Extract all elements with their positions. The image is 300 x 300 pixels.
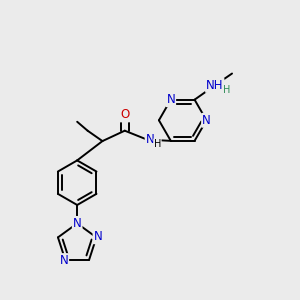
- Text: H: H: [223, 85, 230, 95]
- Text: O: O: [120, 108, 129, 122]
- Text: N: N: [59, 254, 68, 267]
- Text: N: N: [202, 114, 211, 127]
- Text: N: N: [94, 230, 102, 243]
- Text: N: N: [167, 93, 175, 106]
- Text: NH: NH: [206, 79, 224, 92]
- Text: N: N: [146, 133, 154, 146]
- Text: N: N: [73, 217, 82, 230]
- Text: H: H: [154, 139, 161, 149]
